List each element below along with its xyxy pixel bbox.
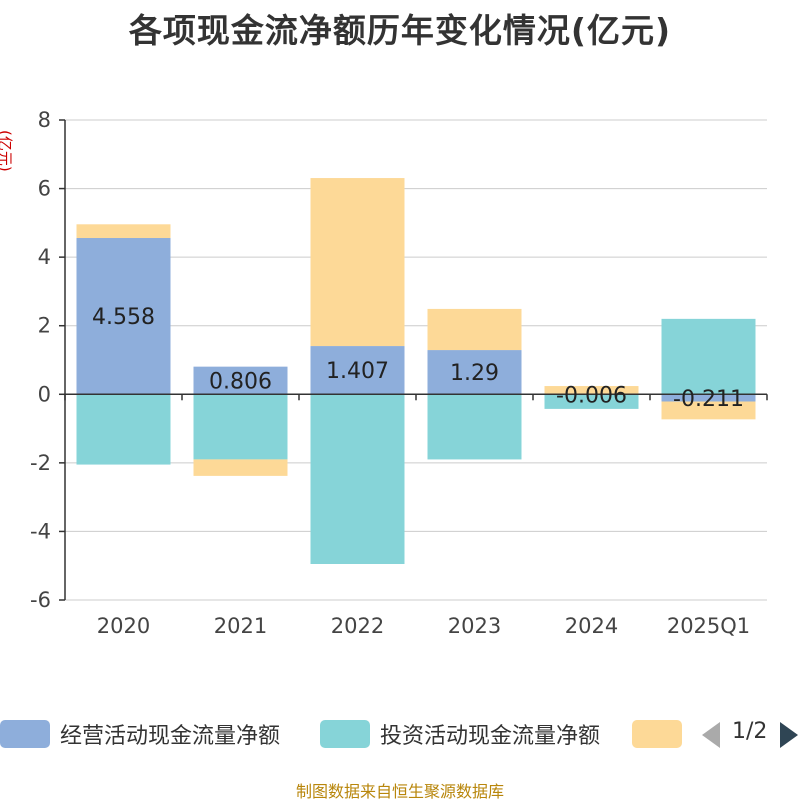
bar-operating-2020 (76, 238, 171, 395)
legend-item-operating[interactable]: 经营活动现金流量净额 (0, 716, 280, 752)
bar-financing-2024 (544, 386, 639, 395)
y-tick-label: 0 (38, 382, 51, 406)
legend-swatch-investing (320, 720, 370, 748)
bar-financing-2020 (76, 224, 171, 239)
y-tick-label: 2 (38, 314, 51, 338)
y-tick-label: 8 (38, 108, 51, 132)
bar-investing-2025Q1 (661, 318, 756, 395)
legend-swatch-operating (0, 720, 50, 748)
legend: 经营活动现金流量净额 投资活动现金流量净额 1/2 (0, 716, 800, 756)
x-tick-label: 2022 (331, 614, 384, 638)
data-source-footer: 制图数据来自恒生聚源数据库 (295, 782, 504, 801)
bar-investing-2024 (544, 394, 639, 409)
y-tick-label: -4 (30, 519, 51, 543)
x-tick-label: 2025Q1 (667, 614, 750, 638)
bar-operating-2021 (193, 366, 288, 395)
y-tick-label: -2 (30, 451, 51, 475)
legend-next-page-icon[interactable] (778, 720, 800, 750)
data-label-operating-2021: 0.806 (209, 369, 272, 394)
y-tick-label: 6 (38, 177, 51, 201)
bar-operating-2025Q1 (661, 394, 756, 402)
cash-flow-chart: -6 -4 -2 0 2 4 6 8 4.558 0.806 1.407 1.29 -0.006 -0.2… (30, 108, 768, 638)
y-tick-label: 4 (38, 245, 51, 269)
bar-investing-2021 (193, 394, 288, 460)
x-tick-label: 2021 (214, 614, 267, 638)
data-label-operating-2023: 1.29 (450, 361, 499, 386)
x-tick-label: 2024 (565, 614, 618, 638)
data-label-operating-2022: 1.407 (326, 359, 389, 384)
bar-investing-2020 (76, 394, 171, 465)
bar-financing-2021 (193, 459, 288, 476)
legend-label-operating: 经营活动现金流量净额 (60, 724, 281, 749)
legend-swatch-financing (632, 720, 682, 748)
bar-operating-2022 (310, 346, 405, 395)
x-tick-label: 2020 (97, 614, 150, 638)
bar-investing-2022 (310, 394, 405, 564)
legend-prev-page-icon[interactable] (700, 720, 724, 750)
bar-investing-2023 (427, 394, 522, 460)
chart-title: 各项现金流净额历年变化情况(亿元) (128, 11, 672, 50)
bar-financing-2023 (427, 308, 522, 351)
bar-financing-2025Q1 (661, 401, 756, 420)
y-tick-label: -6 (30, 588, 51, 612)
legend-label-investing: 投资活动现金流量净额 (380, 724, 601, 749)
legend-page-indicator: 1/2 (732, 719, 768, 744)
data-label-operating-2020: 4.558 (92, 305, 155, 330)
bar-financing-2022 (310, 178, 405, 347)
bar-operating-2023 (427, 350, 522, 395)
data-label-operating-2025Q1: -0.211 (673, 387, 744, 412)
legend-item-financing[interactable] (632, 716, 692, 752)
legend-item-investing[interactable]: 投资活动现金流量净额 (320, 716, 600, 752)
x-tick-label: 2023 (448, 614, 501, 638)
data-label-operating-2024: -0.006 (556, 383, 627, 408)
